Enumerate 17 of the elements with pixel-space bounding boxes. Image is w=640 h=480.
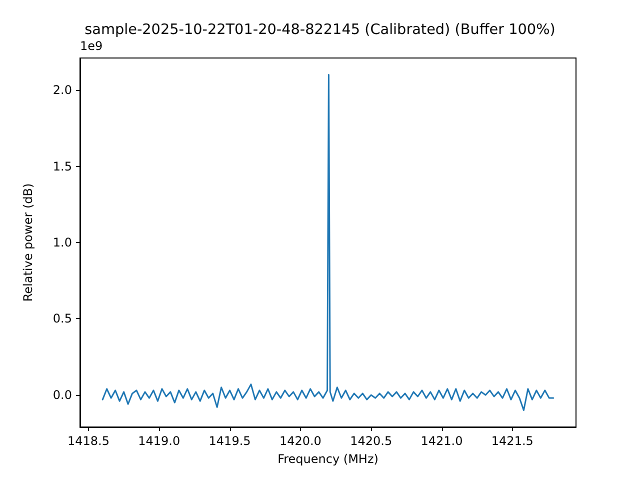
- text: 1e9: [80, 39, 103, 53]
- x-tick-label: 1418.5: [67, 434, 110, 448]
- x-tick-label: 1419.0: [138, 434, 180, 448]
- x-tick-label: 1420.0: [279, 434, 322, 448]
- x-tick-label: 1421.0: [420, 434, 463, 448]
- x-tick-label: 1420.5: [350, 434, 392, 448]
- y-tick-label: 0.5: [52, 312, 72, 326]
- line-series: [102, 74, 554, 411]
- y-tick-label: 1.0: [52, 236, 72, 250]
- x-axis-title: Frequency (MHz): [278, 452, 378, 466]
- y-tick-label: 1.5: [52, 159, 72, 174]
- chart-title: sample-2025-10-22T01-20-48-822145 (Calibrated) (Buffer 100%): [84, 22, 556, 38]
- y-axis-title: Relative power (dB): [21, 183, 35, 302]
- y-tick-label: 0.0: [52, 388, 72, 402]
- y-tick-label: 2.0: [52, 83, 72, 98]
- x-tick-label: 1419.5: [208, 434, 251, 448]
- x-tick-label: 1421.5: [491, 434, 534, 448]
